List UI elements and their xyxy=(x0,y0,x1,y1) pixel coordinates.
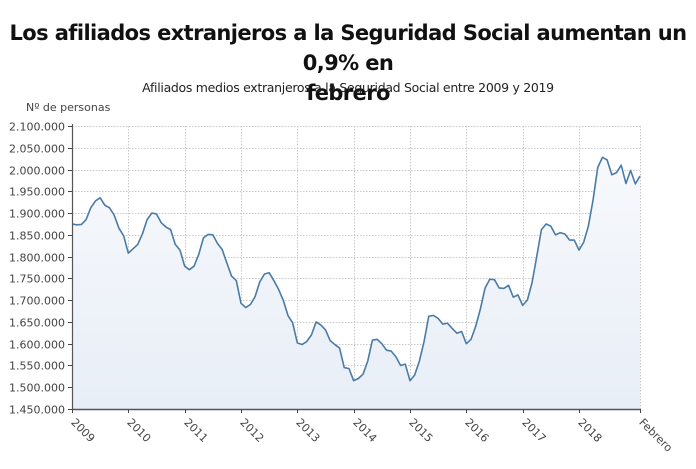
x-tick-label: 2015 xyxy=(406,416,435,445)
y-tick-label: 1.850.000 xyxy=(9,230,65,243)
y-tick-label: 1.750.000 xyxy=(9,273,65,286)
chart-title: Los afiliados extranjeros a la Seguridad… xyxy=(0,18,696,108)
chart-subtitle: Afiliados medios extranjeros a la Seguri… xyxy=(142,80,554,95)
x-tick-label: 2011 xyxy=(181,416,210,445)
y-axis-title: Nº de personas xyxy=(26,101,111,114)
x-tick-label: 2018 xyxy=(575,416,604,445)
chart-title-line-1: Los afiliados extranjeros a la Seguridad… xyxy=(9,21,688,75)
y-tick-label: 2.100.000 xyxy=(9,121,65,134)
y-tick-label: 1.600.000 xyxy=(9,339,65,352)
y-tick-label: 1.650.000 xyxy=(9,317,65,330)
x-tick-label: 2010 xyxy=(124,416,153,445)
y-tick-label: 1.900.000 xyxy=(9,208,65,221)
series-area-fill xyxy=(72,157,640,409)
x-tick-label: 2017 xyxy=(519,416,548,445)
y-tick-label: 1.550.000 xyxy=(9,360,65,373)
chart-title-line-2: febrero xyxy=(306,81,390,105)
y-tick-label: 2.000.000 xyxy=(9,165,65,178)
x-tick-label: 2014 xyxy=(350,416,379,445)
x-tick-label: 2013 xyxy=(293,416,322,445)
x-tick-label: Febrero xyxy=(636,416,675,455)
y-tick-label: 1.700.000 xyxy=(9,295,65,308)
series-line xyxy=(71,156,641,382)
x-tick-label: 2012 xyxy=(237,416,266,445)
y-tick-label: 1.950.000 xyxy=(9,186,65,199)
y-tick-label: 1.800.000 xyxy=(9,252,65,265)
x-axis: 2009 2010 2011 2012 2013 2014 2015 2016 2017 2018… xyxy=(68,408,675,455)
y-tick-label: 2.050.000 xyxy=(9,143,65,156)
y-tick-label: 1.500.000 xyxy=(9,382,65,395)
x-tick-label: 2016 xyxy=(462,416,491,445)
y-tick-label: 1.450.000 xyxy=(9,404,65,417)
y-axis: 2.100.000 2.050.000 2.000.000 1.950.000 1.90… xyxy=(9,121,74,417)
x-tick-label: 2009 xyxy=(68,416,97,445)
